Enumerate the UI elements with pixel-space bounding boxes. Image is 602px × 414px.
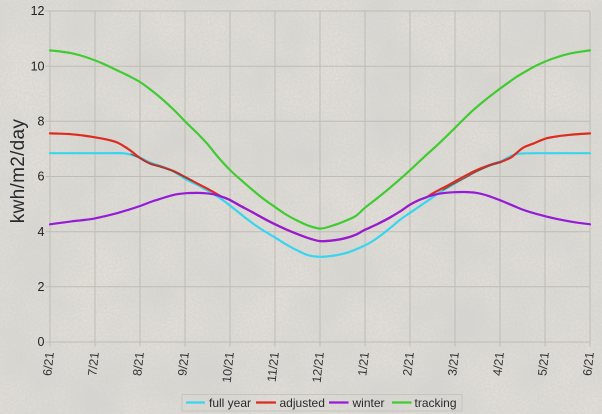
svg-text:12: 12 <box>31 4 45 18</box>
svg-text:11/21: 11/21 <box>265 351 282 382</box>
svg-text:10: 10 <box>31 59 45 73</box>
svg-text:7/21: 7/21 <box>85 351 101 376</box>
svg-text:6/21: 6/21 <box>40 351 56 376</box>
svg-text:0: 0 <box>38 335 45 349</box>
svg-text:kwh/m2/day: kwh/m2/day <box>8 119 29 224</box>
svg-text:3/21: 3/21 <box>445 351 461 376</box>
svg-text:10/21: 10/21 <box>220 351 237 383</box>
svg-text:12/21: 12/21 <box>310 351 327 383</box>
svg-text:9/21: 9/21 <box>175 351 191 376</box>
svg-text:4: 4 <box>38 225 45 239</box>
svg-text:1/21: 1/21 <box>355 351 371 376</box>
svg-text:2/21: 2/21 <box>400 351 416 376</box>
svg-text:8: 8 <box>38 115 45 129</box>
svg-text:5/21: 5/21 <box>535 351 551 376</box>
svg-text:6/21: 6/21 <box>580 351 596 376</box>
svg-text:8/21: 8/21 <box>130 351 146 376</box>
svg-text:4/21: 4/21 <box>490 351 506 376</box>
svg-text:full year: full year <box>209 396 251 410</box>
svg-text:6: 6 <box>38 170 45 184</box>
svg-text:tracking: tracking <box>415 396 457 410</box>
svg-text:2: 2 <box>38 280 45 294</box>
svg-text:winter: winter <box>352 396 385 410</box>
svg-text:adjusted: adjusted <box>280 396 325 410</box>
